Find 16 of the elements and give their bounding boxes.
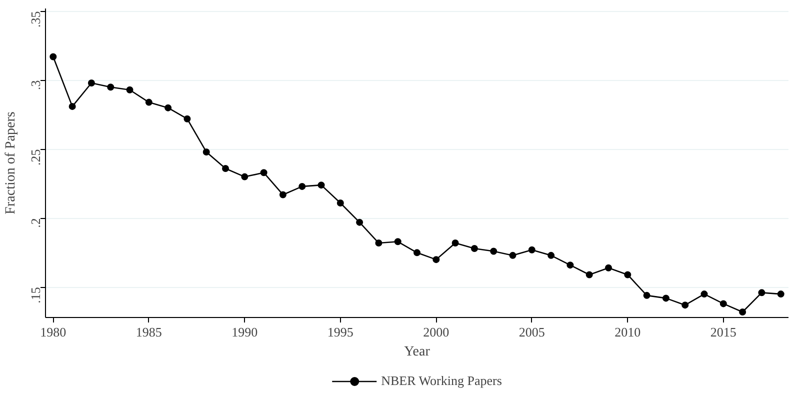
y-axis-title: Fraction of Papers [4, 112, 18, 214]
x-tick-label: 1980 [40, 324, 66, 340]
y-tick-label: .3 [28, 80, 43, 90]
y-tick-label: .2 [28, 218, 43, 228]
y-tick-label: .25 [28, 149, 43, 166]
y-tick-label: .35 [28, 11, 43, 28]
x-tick-label: 2010 [614, 324, 641, 340]
y-tick-label: .15 [28, 287, 43, 304]
x-tick-label: 1995 [327, 324, 354, 340]
x-tick-label: 2005 [518, 324, 545, 340]
x-axis-title: Year [404, 344, 430, 360]
x-tick-label: 2015 [710, 324, 736, 340]
legend-label: NBER Working Papers [381, 373, 502, 389]
x-tick-label: 1990 [232, 324, 258, 340]
x-tick-label: 1985 [136, 324, 162, 340]
x-tick-label: 2000 [423, 324, 450, 340]
